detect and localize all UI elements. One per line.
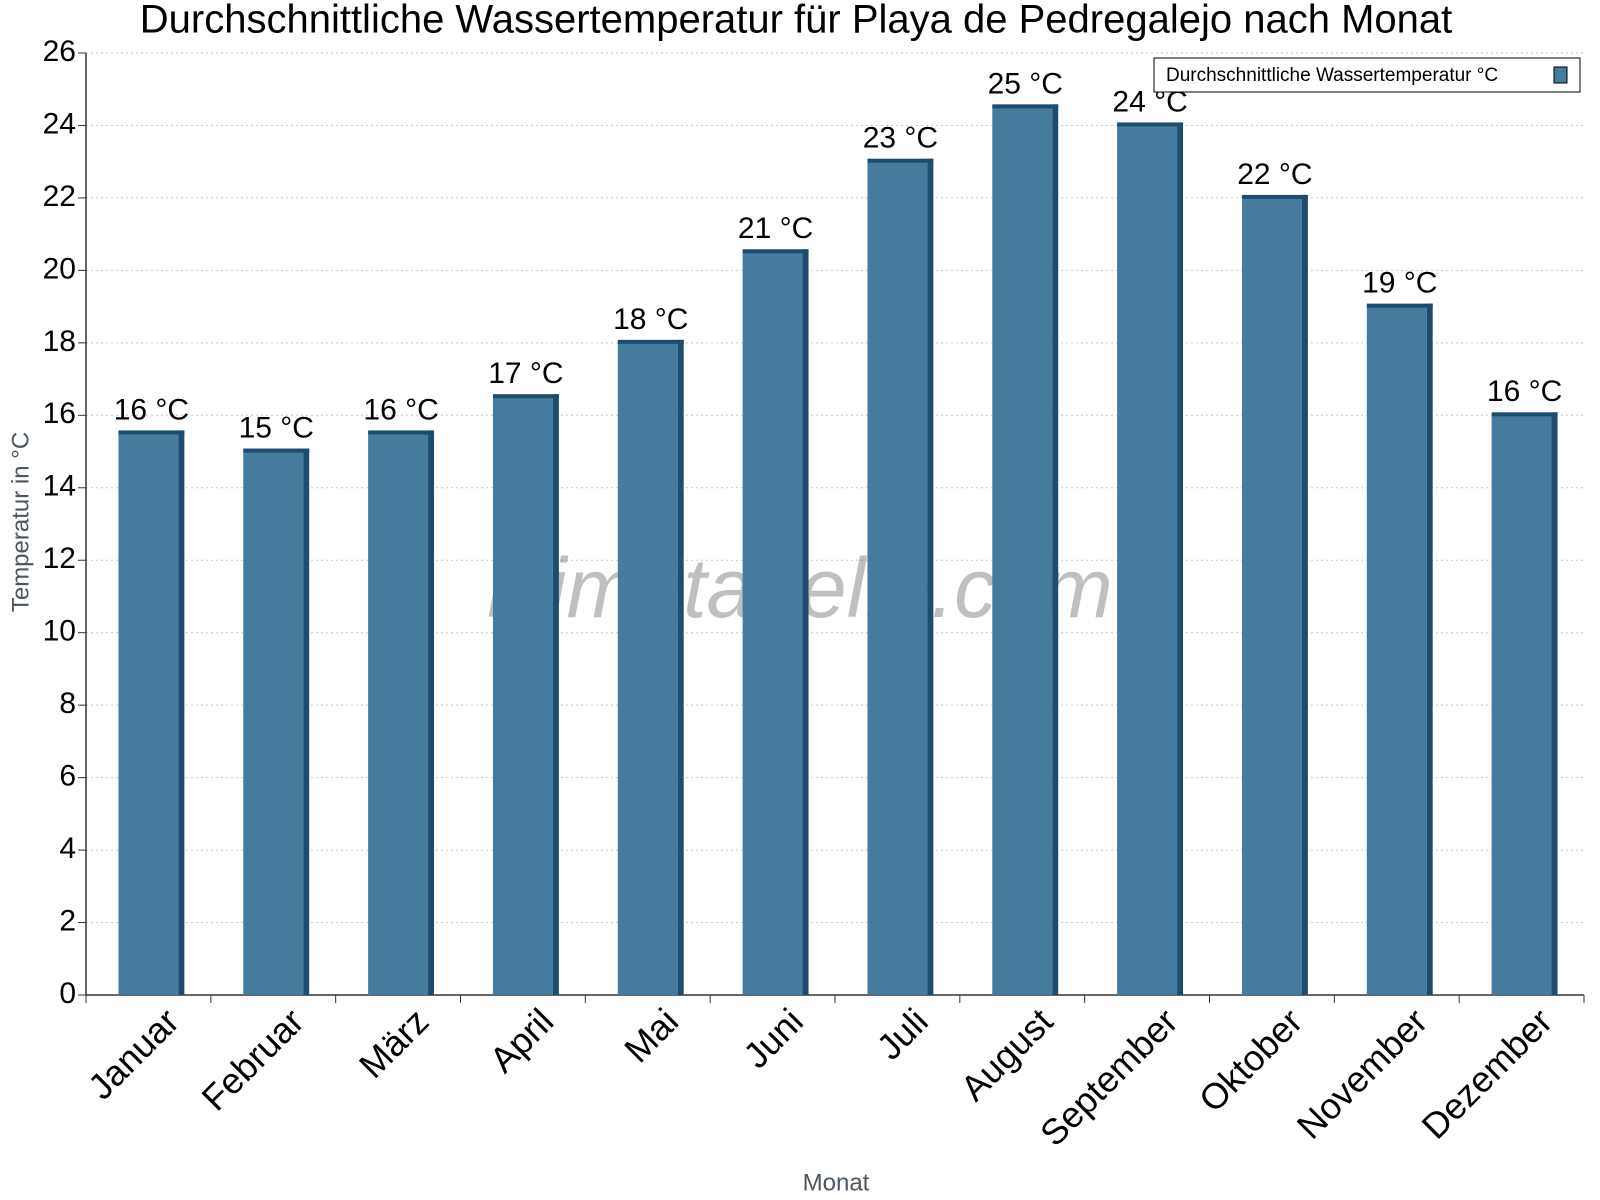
bar-top — [1366, 303, 1433, 308]
bar-side — [178, 430, 185, 995]
y-axis-title: Temperatur in °C — [7, 432, 34, 612]
y-tick-label: 0 — [59, 977, 76, 1010]
bar — [867, 161, 928, 995]
legend-label: Durchschnittliche Wassertemperatur °C — [1166, 65, 1498, 86]
y-tick-label: 6 — [59, 760, 76, 793]
bar — [368, 433, 429, 995]
data-label: 25 °C — [988, 67, 1063, 100]
bar-side — [1426, 303, 1433, 996]
data-label: 18 °C — [613, 303, 688, 336]
y-tick-label: 20 — [43, 252, 76, 285]
bar-top — [118, 430, 185, 435]
legend-swatch — [1553, 66, 1568, 84]
x-axis-title: Monat — [803, 1169, 870, 1196]
bar-top — [742, 249, 809, 254]
data-label: 19 °C — [1362, 267, 1437, 300]
y-tick-label: 10 — [43, 615, 76, 648]
y-tick-label: 8 — [59, 687, 76, 720]
y-tick-label: 4 — [59, 832, 76, 865]
data-label: 21 °C — [738, 212, 813, 245]
y-tick-label: 22 — [43, 180, 76, 213]
bar-top — [1117, 122, 1184, 127]
data-label: 16 °C — [1487, 375, 1562, 408]
bar-top — [243, 448, 310, 453]
bar — [1491, 415, 1552, 995]
data-label: 17 °C — [488, 357, 563, 390]
data-label: 15 °C — [239, 411, 314, 444]
x-tick-label: November — [1289, 1000, 1435, 1146]
data-label: 22 °C — [1237, 158, 1312, 191]
bar-side — [1177, 122, 1184, 995]
y-tick-label: 16 — [43, 397, 76, 430]
bar — [992, 107, 1053, 996]
bar-top — [1491, 412, 1558, 417]
bar-side — [552, 394, 559, 995]
x-tick-label: März — [351, 1000, 437, 1086]
bar-top — [492, 394, 559, 399]
bar — [1366, 306, 1427, 996]
bar — [617, 342, 678, 995]
x-tick-label: Juli — [869, 1000, 936, 1067]
x-tick-label: Dezember — [1414, 1000, 1560, 1146]
y-tick-label: 18 — [43, 325, 76, 358]
x-tick-label: September — [1032, 1000, 1186, 1154]
x-tick-label: Januar — [80, 1000, 187, 1107]
bar — [118, 433, 179, 995]
bar-side — [677, 339, 684, 995]
data-label: 23 °C — [863, 122, 938, 155]
y-tick-label: 24 — [43, 107, 76, 140]
x-tick-label: Mai — [616, 1000, 686, 1070]
bar-top — [368, 430, 435, 435]
bar — [243, 451, 304, 995]
legend: Durchschnittliche Wassertemperatur °C — [1153, 57, 1581, 93]
y-tick-label: 26 — [43, 35, 76, 68]
bar-side — [1052, 104, 1059, 996]
bar-side — [1301, 194, 1308, 995]
chart-title: Durchschnittliche Wassertemperatur für P… — [140, 0, 1453, 42]
bar-side — [802, 249, 809, 995]
data-label: 16 °C — [114, 393, 189, 426]
bar-side — [1551, 412, 1558, 995]
bar — [1117, 125, 1178, 995]
x-tick-label: April — [481, 1000, 561, 1080]
x-tick-label: Juni — [735, 1000, 811, 1076]
y-tick-label: 2 — [59, 904, 76, 937]
bar-top — [1241, 194, 1308, 199]
bar-top — [992, 104, 1059, 109]
y-tick-label: 12 — [43, 542, 76, 575]
y-tick-label: 14 — [43, 470, 76, 503]
x-tick-label: August — [952, 1000, 1060, 1108]
x-tick-label: Februar — [194, 1000, 312, 1118]
bar-side — [303, 448, 310, 995]
bar — [742, 252, 803, 995]
bar-side — [927, 158, 934, 995]
bar-side — [428, 430, 435, 995]
bar — [492, 397, 553, 995]
legend-box — [1153, 57, 1581, 93]
bar-top — [867, 158, 934, 163]
data-label: 16 °C — [363, 393, 438, 426]
bar-top — [617, 339, 684, 344]
x-tick-label: Oktober — [1191, 1000, 1311, 1120]
bar — [1241, 197, 1302, 995]
